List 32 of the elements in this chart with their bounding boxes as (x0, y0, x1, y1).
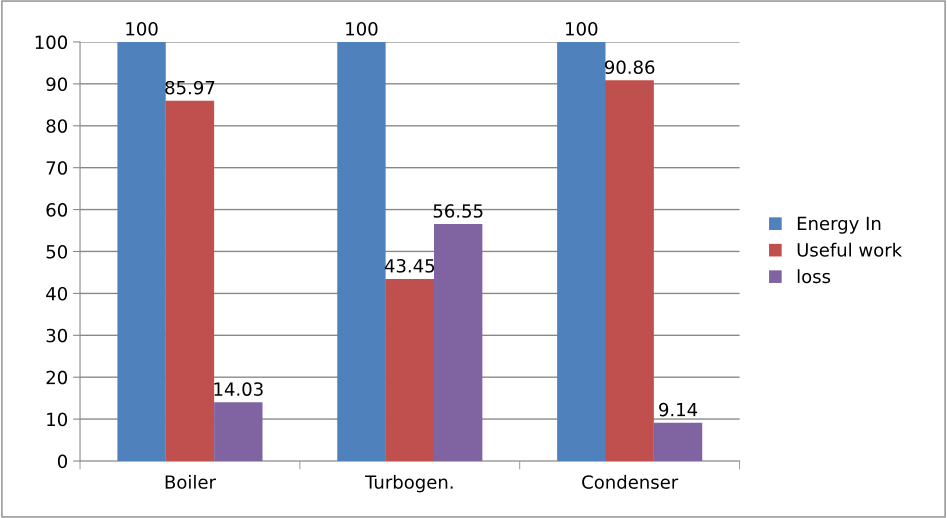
bar (214, 402, 263, 462)
y-tick-label: 100 (36, 35, 68, 50)
y-tick-label: 0 (58, 454, 68, 468)
y-tick-label: 70 (46, 161, 68, 175)
y-tick-label: 60 (46, 203, 68, 217)
data-label: 14.03 (214, 382, 263, 396)
bar (337, 42, 386, 462)
data-label: 100 (126, 22, 158, 36)
y-tick-label: 20 (46, 370, 68, 384)
y-tick-label: 50 (46, 244, 68, 259)
x-tick-label: Turbogen. (365, 474, 453, 492)
legend-label: loss (798, 269, 830, 284)
y-tick-label: 80 (46, 119, 68, 133)
bar (386, 278, 434, 462)
x-tick-label: Condenser (582, 474, 678, 489)
bar (654, 422, 702, 462)
bar (434, 224, 482, 462)
data-label: 56.55 (434, 204, 482, 218)
bar (557, 42, 606, 462)
legend-label: Useful work (798, 242, 902, 257)
y-tick-label: 40 (46, 286, 68, 301)
data-label: 9.14 (659, 402, 698, 416)
y-tick-label: 90 (46, 77, 68, 91)
legend-label: Energy In (798, 216, 880, 234)
bar (166, 100, 214, 462)
y-tick-label: 10 (47, 412, 68, 426)
bar (605, 80, 654, 462)
data-label: 100 (566, 22, 598, 36)
data-label: 100 (346, 22, 378, 36)
bar (117, 42, 166, 462)
x-tick-label: Boiler (166, 474, 216, 489)
y-tick-label: 30 (46, 328, 68, 342)
